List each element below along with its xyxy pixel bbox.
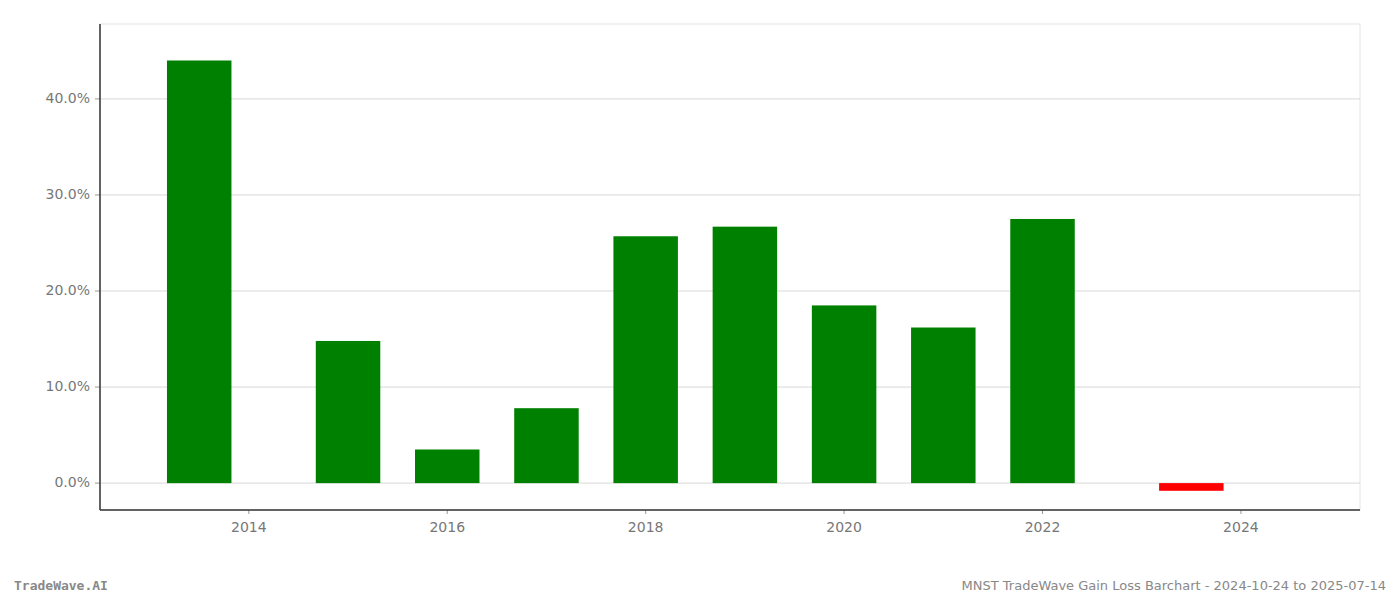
y-tick-label: 30.0% (46, 186, 90, 202)
x-tick-label: 2024 (1223, 519, 1259, 535)
chart-container: 0.0% 10.0% 20.0% 30.0% 40.0% 2014 2016 2018 2020… (0, 0, 1400, 600)
x-axis-line (100, 509, 1360, 511)
bar (613, 236, 677, 483)
axes: 0.0% 10.0% 20.0% 30.0% 40.0% 2014 2016 2018 2020… (46, 24, 1360, 535)
x-tick-label: 2018 (628, 519, 664, 535)
x-tick-label: 2016 (429, 519, 465, 535)
annotation: MNST TradeWave Gain Loss Barchart - 2024… (962, 578, 1386, 593)
chart: 0.0% 10.0% 20.0% 30.0% 40.0% 2014 2016 2018 2020… (0, 0, 1400, 600)
x-tick-label: 2022 (1025, 519, 1061, 535)
y-tick-label: 0.0% (54, 474, 90, 490)
bar (167, 60, 231, 483)
bar (316, 341, 380, 483)
bar (514, 408, 578, 483)
x-tick-label: 2020 (826, 519, 862, 535)
y-axis-line (99, 24, 101, 510)
y-tick-label: 40.0% (46, 90, 90, 106)
y-tick-label: 10.0% (46, 378, 90, 394)
bar (812, 305, 876, 483)
x-tick-label: 2014 (231, 519, 267, 535)
plot-frame (100, 24, 1360, 510)
grid-line (100, 194, 1360, 195)
annotation: TradeWave.AI (14, 578, 108, 593)
bar (415, 449, 479, 483)
bar (1010, 219, 1074, 483)
y-tick-label: 20.0% (46, 282, 90, 298)
grid-line (100, 98, 1360, 99)
grid (100, 99, 1360, 483)
bars (167, 60, 1224, 490)
bar (911, 328, 975, 484)
bar (1159, 483, 1223, 491)
bar (713, 227, 777, 483)
